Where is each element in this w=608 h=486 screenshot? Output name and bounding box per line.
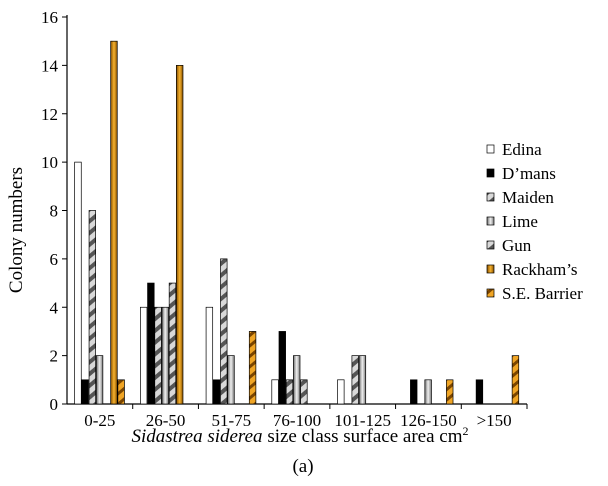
y-tick-label: 12 xyxy=(41,105,58,124)
bar-edina-1 xyxy=(140,306,148,405)
x-tick-label: 51-75 xyxy=(211,411,251,430)
legend-swatch xyxy=(486,264,495,274)
bar-d-mans-5 xyxy=(410,379,418,405)
legend-swatch xyxy=(486,168,495,178)
legend-label: Rackham’s xyxy=(502,260,578,279)
bar-lime-4 xyxy=(358,355,367,405)
bar-d-mans-1 xyxy=(147,282,155,405)
bar-s-e-barrier-5 xyxy=(446,379,454,405)
y-tick-label: 10 xyxy=(41,153,58,172)
bar-maiden-3 xyxy=(285,379,294,405)
bar-d-mans-2 xyxy=(212,379,221,405)
bar-rackham-s-1 xyxy=(176,65,184,405)
bar-maiden-4 xyxy=(351,355,359,405)
axes: 0 2 4 6 8 10 12 14 16 0-25 26-50 51-75 76-100 101-125… xyxy=(41,8,528,430)
x-tick-label: 126-150 xyxy=(400,411,457,430)
bar-s-e-barrier-0 xyxy=(117,379,125,405)
bars-layer xyxy=(74,40,520,405)
legend-swatch xyxy=(486,144,495,154)
bar-d-mans-3 xyxy=(278,331,286,405)
bar-d-mans-6 xyxy=(475,379,484,405)
y-tick-label: 6 xyxy=(50,250,59,269)
bar-edina-3 xyxy=(271,379,279,405)
bar-s-e-barrier-2 xyxy=(248,331,257,405)
legend-label: Maiden xyxy=(502,188,554,207)
legend-label: S.E. Barrier xyxy=(502,284,583,303)
legend-swatch xyxy=(486,216,495,226)
y-tick-label: 8 xyxy=(50,202,59,221)
y-tick-label: 0 xyxy=(50,395,59,414)
legend-label: D’mans xyxy=(502,164,556,183)
y-tick-label: 2 xyxy=(50,347,59,366)
y-tick-label: 4 xyxy=(50,298,59,317)
bar-edina-4 xyxy=(337,379,345,405)
bar-gun-3 xyxy=(300,379,308,405)
bar-lime-2 xyxy=(227,355,235,405)
bar-gun-1 xyxy=(168,282,177,405)
bar-lime-0 xyxy=(95,355,104,405)
bar-lime-5 xyxy=(424,379,432,405)
y-axis-label: Colony numbers xyxy=(6,167,27,293)
legend-label: Edina xyxy=(502,140,542,159)
x-axis-label: Sidastrea siderea size class surface are… xyxy=(132,424,469,447)
bar-rackham-s-0 xyxy=(110,40,118,405)
legend: Edina D’mans Maiden Lime Gun Rackham’s S.E. Ba… xyxy=(486,140,583,303)
legend-label: Lime xyxy=(502,212,538,231)
bar-lime-1 xyxy=(161,306,169,405)
x-tick-label: 101-125 xyxy=(334,411,391,430)
y-tick-label: 16 xyxy=(41,8,58,27)
legend-label: Gun xyxy=(502,236,532,255)
legend-swatch xyxy=(486,288,495,298)
x-tick-label: 76-100 xyxy=(273,411,321,430)
x-tick-label: 0-25 xyxy=(84,411,115,430)
legend-swatch xyxy=(486,192,495,202)
panel-label: (a) xyxy=(292,456,313,477)
bar-edina-0 xyxy=(74,161,82,405)
bar-maiden-1 xyxy=(154,306,162,405)
legend-swatch xyxy=(486,240,495,250)
bar-maiden-0 xyxy=(88,210,97,405)
bar-s-e-barrier-6 xyxy=(511,355,520,405)
bar-d-mans-0 xyxy=(81,379,89,405)
x-tick-label: 26-50 xyxy=(146,411,186,430)
bar-edina-2 xyxy=(205,306,214,405)
bar-maiden-2 xyxy=(220,258,228,405)
y-tick-label: 14 xyxy=(41,56,59,75)
x-tick-label: >150 xyxy=(477,411,512,430)
bar-lime-3 xyxy=(293,355,301,405)
